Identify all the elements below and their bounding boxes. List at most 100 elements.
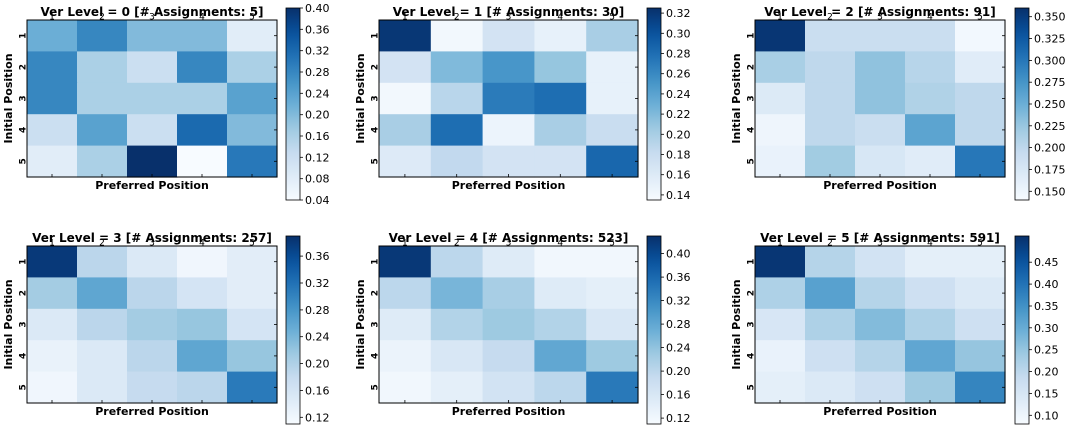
heatmap-cell-r4-c5 — [586, 340, 639, 373]
heatmap-cell-r1-c1 — [755, 20, 806, 52]
colorbar-tick-label: 0.20 — [666, 128, 691, 141]
y-tick-label: 4 — [19, 127, 29, 133]
colorbar-tick-label: 0.32 — [305, 277, 330, 290]
y-axis-label: Initial Position — [730, 53, 743, 143]
heatmap-cell-r3-c5 — [586, 308, 639, 341]
y-tick-label: 4 — [747, 353, 757, 359]
heatmap-cell-r2-c3 — [482, 277, 535, 310]
heatmap-cell-r3-c1 — [755, 308, 806, 341]
heatmap-cell-r1-c5 — [227, 246, 278, 278]
heatmap-cell-r3-c1 — [755, 82, 806, 115]
heatmap-cell-r1-c2 — [77, 246, 128, 278]
x-tick-label: 2 — [99, 13, 105, 23]
heatmap-cell-r2-c1 — [755, 277, 806, 310]
y-tick-label: 2 — [19, 290, 29, 296]
heatmap-cell-r5-c4 — [905, 371, 956, 404]
x-tick-label: 5 — [977, 13, 983, 23]
colorbar-tick-label: 0.30 — [666, 27, 691, 40]
heatmap-cell-r1-c5 — [227, 20, 278, 52]
heatmap-cell-r2-c3 — [855, 277, 906, 310]
heatmap-cell-r3-c1 — [379, 308, 432, 341]
heatmap-cell-r2-c5 — [586, 277, 639, 310]
heatmap-cell-r2-c3 — [482, 51, 535, 84]
heatmap-cell-r1-c1 — [379, 246, 432, 278]
colorbar-tick-label: 0.16 — [305, 384, 330, 397]
heatmap-cell-r3-c2 — [77, 82, 128, 115]
heatmap-cell-r5-c1 — [755, 371, 806, 404]
y-axis-label: Initial Position — [354, 53, 367, 143]
heatmap-panel-5: Ver Level = 5 [# Assignments: 591]1 2 3 4 51… — [730, 231, 1059, 425]
chart-title: Ver Level = 3 [# Assignments: 257] — [32, 231, 272, 245]
x-axis-label: Preferred Position — [452, 179, 566, 192]
y-axis-label: Initial Position — [2, 279, 15, 369]
heatmap-cell-r3-c3 — [127, 82, 178, 115]
y-tick-label: 4 — [19, 353, 29, 359]
x-tick-label: 5 — [249, 13, 255, 23]
heatmap-cell-r3-c5 — [227, 308, 278, 341]
heatmap-cell-r2-c2 — [77, 51, 128, 84]
x-tick-label: 5 — [609, 13, 615, 23]
y-tick-label: 2 — [19, 64, 29, 70]
y-tick-label: 1 — [371, 259, 381, 265]
colorbar-tick-label: 0.225 — [1034, 120, 1066, 133]
colorbar-tick-label: 0.28 — [305, 66, 330, 79]
heatmap-cell-r1-c3 — [127, 246, 178, 278]
heatmap-cell-r1-c3 — [855, 20, 906, 52]
colorbar-tick-label: 0.28 — [666, 48, 691, 61]
heatmap-cell-r2-c4 — [905, 277, 956, 310]
colorbar-tick-label: 0.12 — [666, 412, 691, 425]
heatmap-cell-r4-c1 — [27, 340, 78, 373]
heatmap-cell-r1-c3 — [855, 246, 906, 278]
heatmap-cell-r1-c3 — [482, 20, 535, 52]
colorbar-tick-label: 0.36 — [666, 271, 691, 284]
y-tick-label: 3 — [19, 321, 29, 327]
x-tick-label: 3 — [506, 13, 512, 23]
x-tick-label: 4 — [199, 239, 205, 249]
x-tick-label: 2 — [827, 13, 833, 23]
colorbar — [646, 7, 662, 201]
colorbar-tick-label: 0.10 — [1034, 409, 1059, 422]
heatmap-cell-r1-c4 — [905, 246, 956, 278]
colorbar-tick-label: 0.26 — [666, 68, 691, 81]
heatmap-cell-r3-c4 — [534, 82, 587, 115]
colorbar-tick-label: 0.20 — [1034, 366, 1059, 379]
heatmap-cell-r5-c3 — [127, 145, 178, 178]
colorbar-tick-label: 0.24 — [666, 88, 691, 101]
heatmap-cell-r5-c2 — [805, 145, 856, 178]
heatmap-cell-r3-c1 — [27, 308, 78, 341]
heatmap-cell-r4-c1 — [27, 114, 78, 147]
colorbar-tick-label: 0.16 — [305, 130, 330, 143]
heatmap-cell-r4-c5 — [955, 114, 1006, 147]
colorbar — [285, 7, 301, 201]
y-tick-label: 5 — [371, 158, 381, 164]
heatmap-cell-r5-c4 — [534, 371, 587, 404]
x-axis-label: Preferred Position — [823, 405, 937, 418]
colorbar — [646, 235, 662, 425]
y-tick-label: 4 — [747, 127, 757, 133]
colorbar-tick-label: 0.24 — [666, 342, 691, 355]
y-tick-label: 3 — [19, 95, 29, 101]
y-tick-label: 5 — [371, 384, 381, 390]
heatmap-cell-r1-c2 — [430, 246, 484, 278]
colorbar-tick-label: 0.35 — [1034, 300, 1059, 313]
x-tick-label: 1 — [402, 239, 408, 249]
y-tick-label: 1 — [19, 259, 29, 265]
colorbar-tick-label: 0.24 — [305, 87, 330, 100]
heatmap-cell-r4-c1 — [755, 114, 806, 147]
heatmap-cell-r5-c1 — [27, 371, 78, 404]
heatmap-cell-r3-c3 — [127, 308, 178, 341]
colorbar-tick-label: 0.275 — [1034, 76, 1066, 89]
heatmap-cell-r1-c2 — [77, 20, 128, 52]
heatmap-cell-r4-c1 — [379, 340, 432, 373]
y-tick-label: 2 — [747, 64, 757, 70]
heatmap-cell-r2-c2 — [430, 51, 484, 84]
heatmap-cell-r5-c2 — [77, 371, 128, 404]
heatmap-cell-r5-c2 — [430, 145, 484, 178]
colorbar-tick-label: 0.08 — [305, 173, 330, 186]
colorbar-tick-label: 0.40 — [666, 248, 691, 261]
x-tick-label: 4 — [557, 239, 563, 249]
x-tick-label: 4 — [199, 13, 205, 23]
heatmap-cell-r1-c5 — [586, 246, 639, 278]
heatmap-cell-r4-c5 — [227, 340, 278, 373]
